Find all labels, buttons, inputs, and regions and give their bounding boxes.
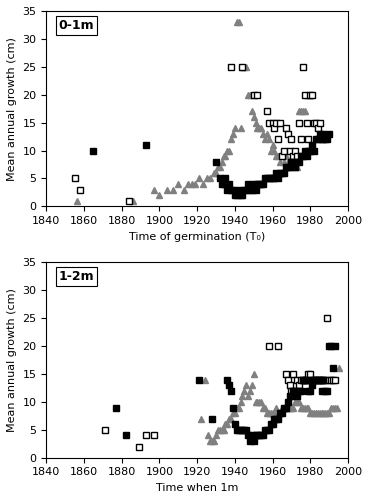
X-axis label: Time of germination (T₀): Time of germination (T₀) [129,232,265,241]
Y-axis label: Mean annual growth (cm): Mean annual growth (cm) [7,36,17,180]
Text: 0-1m: 0-1m [58,19,94,32]
Text: 1-2m: 1-2m [58,270,94,283]
Y-axis label: Mean annual growth (cm): Mean annual growth (cm) [7,288,17,432]
X-axis label: Time when 1m: Time when 1m [156,483,238,493]
